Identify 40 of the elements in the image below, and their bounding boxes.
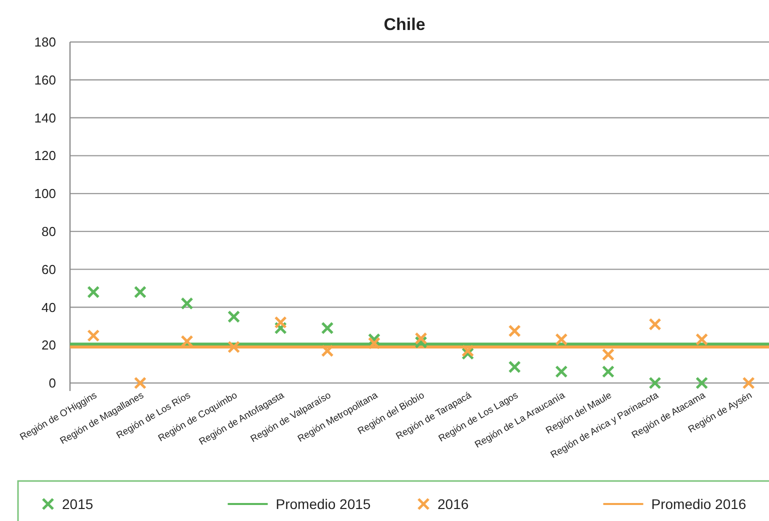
point (321, 344, 334, 358)
y-tick-label: 160 (34, 72, 56, 88)
point (742, 376, 755, 390)
point (321, 322, 334, 334)
point (228, 310, 240, 323)
point (648, 376, 662, 390)
y-tick-label: 40 (42, 300, 56, 315)
y-tick-label: 20 (42, 338, 56, 353)
y-tick-label: 60 (42, 262, 56, 277)
y-tick-label: 80 (42, 224, 56, 239)
point (508, 360, 521, 374)
point (134, 286, 146, 298)
y-tick-label: 140 (34, 110, 56, 126)
point (696, 333, 708, 346)
y-tick-label: 0 (48, 376, 56, 391)
point (414, 336, 428, 349)
point (134, 376, 146, 390)
point (648, 318, 662, 331)
point (368, 336, 380, 350)
point (87, 286, 100, 298)
point (555, 333, 568, 346)
point (87, 329, 100, 342)
legend-label: 2016 (438, 496, 469, 512)
y-tick-label: 180 (34, 34, 56, 50)
legend-label: Promedio 2015 (276, 496, 371, 512)
point (508, 324, 521, 338)
point (602, 348, 614, 361)
point (414, 332, 428, 345)
point (274, 316, 287, 329)
point (696, 376, 708, 390)
chart-title: Chile (384, 15, 426, 34)
y-tick-label: 100 (34, 186, 56, 202)
legend-label: 2015 (62, 496, 94, 512)
point (228, 340, 240, 354)
point (602, 365, 614, 378)
legend-label: Promedio 2016 (651, 496, 746, 512)
point (555, 365, 568, 378)
point (180, 297, 194, 310)
point (462, 344, 474, 358)
y-tick-label: 120 (34, 148, 56, 164)
